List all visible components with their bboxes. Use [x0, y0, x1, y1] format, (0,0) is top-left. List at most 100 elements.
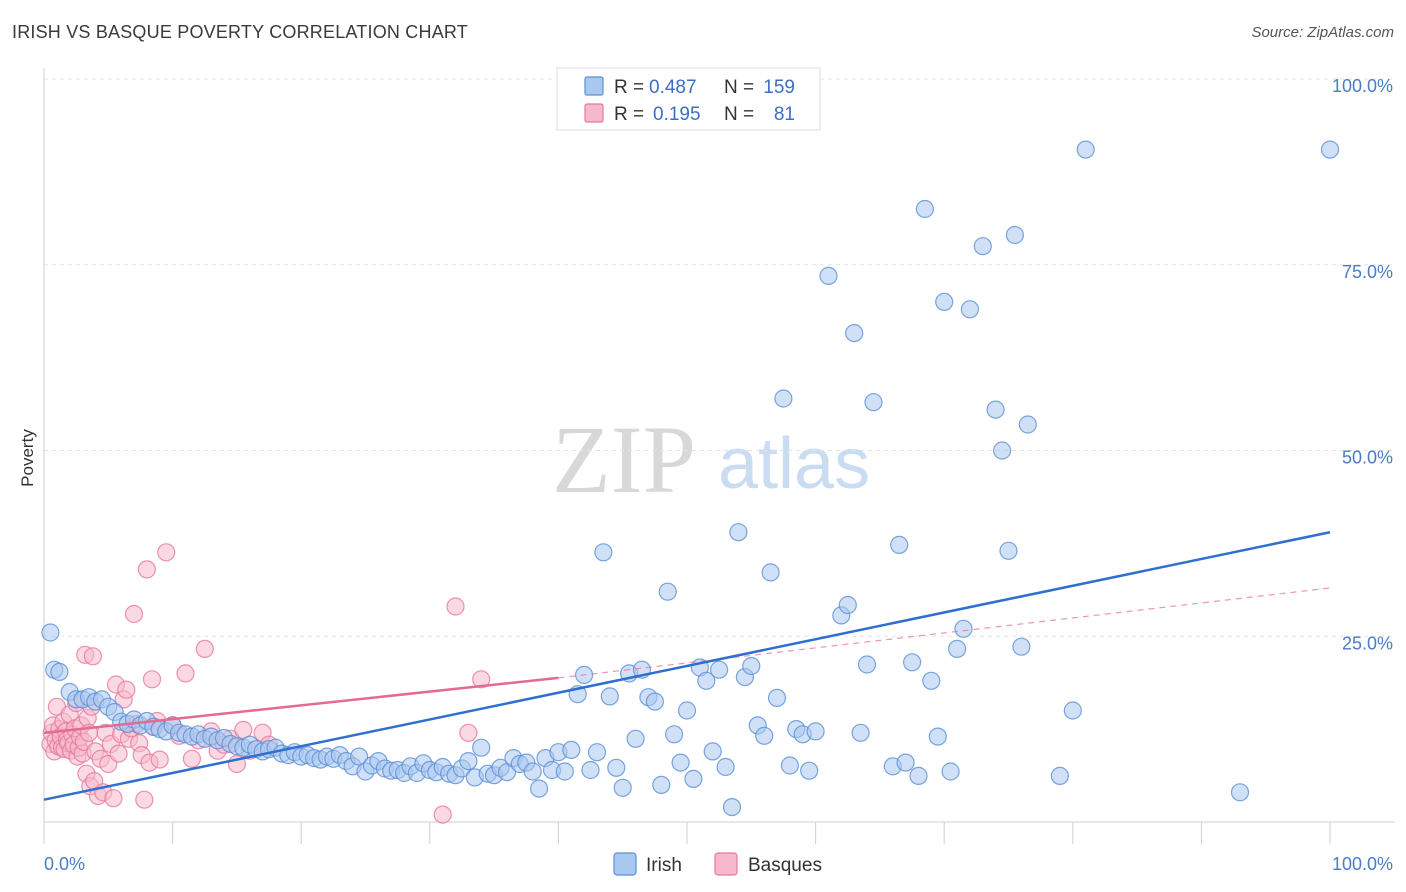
basques-point-44 — [109, 744, 128, 763]
irish-point-151 — [1320, 140, 1340, 159]
x-tick-label-0: 0.0% — [44, 854, 85, 874]
irish-point-137 — [947, 639, 967, 659]
series-basques-points — [41, 543, 491, 824]
irish-point-102 — [697, 671, 716, 690]
irish-point-114 — [774, 389, 793, 408]
irish-point-80 — [555, 762, 574, 781]
basques-point-57 — [142, 670, 162, 689]
watermark: ZIP atlas — [552, 406, 870, 513]
irish-trend-line — [43, 531, 1331, 801]
irish-point-128 — [890, 535, 909, 555]
irish-point-107 — [729, 523, 748, 542]
basques-point-42 — [104, 789, 123, 808]
irish-point-81 — [562, 740, 581, 760]
basques-trend-extension — [558, 587, 1331, 679]
irish-point-103 — [703, 742, 722, 761]
basques-point-79 — [459, 723, 478, 742]
irish-point-95 — [652, 775, 671, 795]
irish-point-2 — [50, 662, 69, 682]
basques-point-54 — [135, 790, 154, 809]
legend-basques-n-label: N = — [724, 104, 754, 125]
irish-point-99 — [677, 701, 697, 720]
trend-lines — [43, 531, 1331, 801]
irish-point-0 — [41, 623, 60, 642]
watermark-zip: ZIP — [552, 406, 696, 513]
irish-point-125 — [857, 655, 877, 674]
irish-point-120 — [819, 266, 838, 285]
irish-point-143 — [999, 541, 1018, 560]
irish-point-134 — [928, 727, 947, 746]
bottom-legend-basques-swatch — [714, 852, 738, 876]
irish-point-132 — [915, 199, 935, 219]
legend-irish-n-label: N = — [724, 77, 754, 98]
irish-point-148 — [1063, 701, 1082, 720]
irish-point-133 — [922, 671, 941, 690]
series-irish-points — [41, 140, 1340, 817]
basques-point-60 — [150, 750, 169, 769]
irish-point-100 — [684, 769, 703, 789]
basques-point-65 — [182, 749, 201, 768]
irish-point-118 — [800, 761, 819, 780]
x-tick-label-1: 100.0% — [1332, 854, 1393, 874]
legend-basques-r-value: 0.195 — [653, 104, 701, 125]
irish-point-149 — [1076, 140, 1095, 159]
irish-point-126 — [864, 393, 883, 412]
basques-point-78 — [446, 597, 465, 616]
legend-irish-swatch — [584, 76, 604, 96]
irish-point-119 — [806, 722, 825, 741]
irish-point-135 — [935, 292, 954, 311]
gridlines — [44, 78, 1395, 637]
y-tick-labels: 25.0% 50.0% 75.0% 100.0% — [1332, 76, 1393, 653]
irish-point-65 — [459, 751, 478, 771]
basques-point-64 — [176, 664, 195, 683]
bottom-legend-basques-label: Basques — [748, 855, 822, 876]
irish-point-144 — [1005, 225, 1025, 245]
legend-basques-n-value: 81 — [774, 104, 795, 125]
legend-irish-r-label: R = — [614, 77, 644, 98]
source-credit: Source: ZipAtlas.com — [1251, 24, 1394, 41]
irish-point-123 — [845, 324, 864, 343]
irish-point-112 — [761, 563, 780, 582]
legend: R = 0.487 N = 159 R = 0.195 N = 81 — [556, 67, 821, 131]
irish-point-88 — [607, 758, 626, 777]
irish-point-94 — [645, 692, 665, 711]
irish-point-106 — [722, 797, 742, 817]
irish-point-91 — [626, 729, 645, 748]
irish-point-124 — [851, 723, 870, 742]
legend-irish-n-value: 159 — [763, 77, 795, 98]
irish-point-115 — [780, 756, 800, 775]
basques-point-67 — [195, 639, 214, 659]
irish-point-98 — [671, 753, 690, 772]
irish-point-111 — [755, 726, 774, 745]
irish-point-150 — [1230, 783, 1250, 802]
irish-point-67 — [472, 738, 491, 757]
irish-point-141 — [986, 400, 1005, 419]
irish-point-89 — [613, 778, 632, 797]
irish-point-130 — [902, 653, 922, 672]
irish-point-105 — [716, 757, 735, 777]
basques-point-80 — [472, 670, 491, 689]
irish-point-85 — [587, 743, 607, 762]
chart-title: IRISH VS BASQUE POVERTY CORRELATION CHAR… — [12, 22, 468, 42]
irish-point-76 — [529, 779, 549, 798]
bottom-legend: Irish Basques — [613, 852, 822, 876]
irish-point-145 — [1012, 637, 1031, 656]
y-tick-label-3: 100.0% — [1332, 76, 1393, 96]
irish-point-75 — [523, 762, 542, 781]
y-tick-label-2: 75.0% — [1342, 262, 1393, 282]
irish-point-86 — [594, 543, 613, 562]
irish-point-146 — [1018, 415, 1037, 434]
irish-point-142 — [992, 441, 1012, 460]
y-tick-label-0: 25.0% — [1342, 633, 1393, 653]
y-tick-label-1: 50.0% — [1342, 448, 1393, 468]
basques-point-50 — [124, 604, 144, 624]
legend-basques-swatch — [584, 103, 604, 123]
basques-point-77 — [433, 805, 452, 824]
irish-point-136 — [941, 762, 960, 781]
irish-point-96 — [658, 582, 677, 601]
legend-basques-r-label: R = — [614, 104, 644, 125]
basques-point-61 — [157, 543, 176, 562]
irish-point-109 — [742, 656, 761, 676]
y-axis-label: Poverty — [18, 429, 37, 487]
